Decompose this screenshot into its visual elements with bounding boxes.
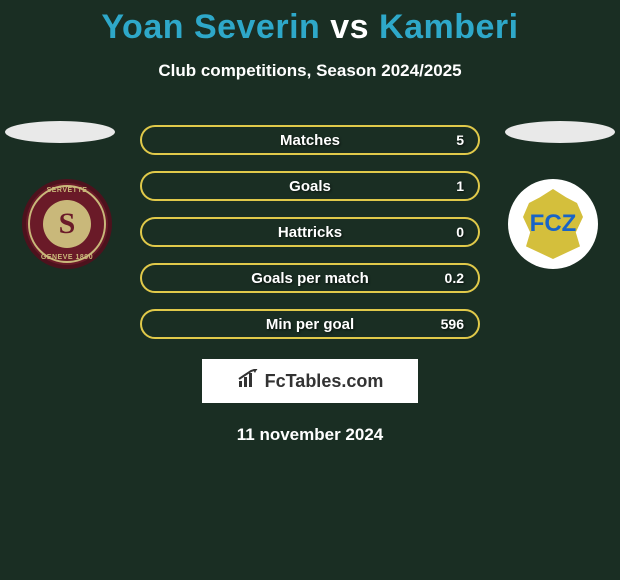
logo-ring-text-top: SERVETTE	[47, 187, 88, 194]
stat-label: Goals	[289, 178, 331, 195]
stat-row-goals-per-match: Goals per match 0.2	[140, 263, 480, 293]
brand-text: FcTables.com	[265, 371, 384, 392]
vs-text: vs	[330, 8, 369, 46]
stat-row-hattricks: Hattricks 0	[140, 217, 480, 247]
player2-name: Kamberi	[379, 8, 519, 46]
logo-text: FCZ	[530, 210, 577, 238]
stat-label: Matches	[280, 132, 340, 149]
comparison-title: Yoan Severin vs Kamberi	[0, 0, 620, 47]
chart-icon	[237, 369, 259, 394]
player1-placeholder-oval	[5, 121, 115, 143]
stats-area: SERVETTE S GENEVE 1890 FCZ Matches 5 Goa…	[0, 125, 620, 339]
stat-value: 596	[441, 316, 464, 332]
stat-value: 5	[456, 132, 464, 148]
club-logo-fcz: FCZ	[508, 179, 598, 269]
brand-box[interactable]: FcTables.com	[202, 359, 418, 403]
subtitle: Club competitions, Season 2024/2025	[0, 61, 620, 81]
stat-value: 0	[456, 224, 464, 240]
stat-label: Goals per match	[251, 270, 369, 287]
stat-value: 1	[456, 178, 464, 194]
stat-row-goals: Goals 1	[140, 171, 480, 201]
logo-ring-text-bottom: GENEVE 1890	[41, 254, 93, 261]
stat-label: Min per goal	[266, 316, 354, 333]
logo-ring	[28, 185, 106, 263]
stat-label: Hattricks	[278, 224, 342, 241]
stat-rows: Matches 5 Goals 1 Hattricks 0 Goals per …	[140, 125, 480, 339]
player2-placeholder-oval	[505, 121, 615, 143]
stat-row-min-per-goal: Min per goal 596	[140, 309, 480, 339]
date-text: 11 november 2024	[0, 425, 620, 445]
stat-value: 0.2	[445, 270, 464, 286]
stat-row-matches: Matches 5	[140, 125, 480, 155]
player1-name: Yoan Severin	[101, 8, 320, 46]
club-logo-servette: SERVETTE S GENEVE 1890	[22, 179, 112, 269]
